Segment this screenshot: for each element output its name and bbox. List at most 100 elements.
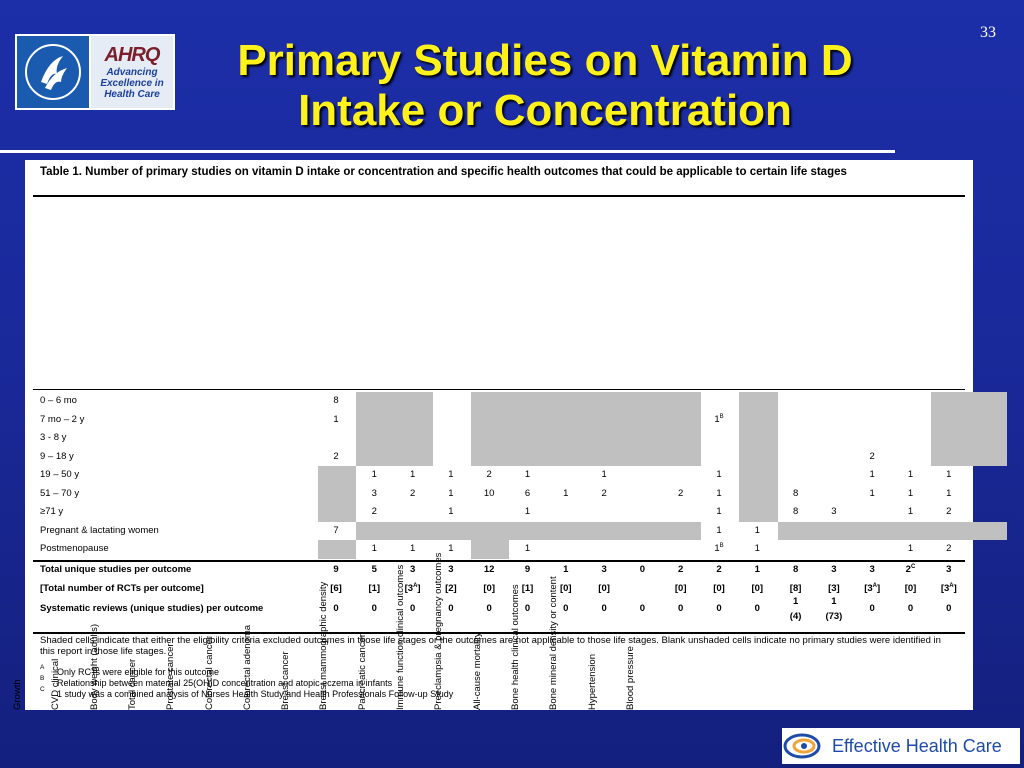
shaded-cell-block [356,392,433,466]
row-label: Pregnant & lactating women [40,524,159,536]
table-cell: 1 [754,543,760,554]
table-cell: 2 [333,450,339,462]
table-cell: 1 [409,469,416,480]
table-cell: 8 [333,395,339,406]
table-cell: 1 [563,487,569,499]
summary-cell: 1 [792,596,799,607]
table-cell: 1 [448,469,454,480]
summary-cell: 0 [907,603,914,614]
summary-cell: 0 [409,603,416,614]
table-cell: 8 [792,506,799,517]
table-cell: 3 [831,506,837,517]
footnote-mark: A [40,664,45,671]
summary-subcell: (4) [789,611,802,622]
summary-cell: [3] [828,583,840,594]
summary-cell: 0 [869,603,875,614]
summary-cell: 0 [946,603,952,614]
summary-cell: 9 [524,564,531,575]
footnote-mark: A [949,583,954,589]
table-cell: 1 [524,469,531,480]
table-cell: 1 [716,487,722,499]
summary-cell: 3 [869,564,875,575]
row-label: 3 - 8 y [40,432,67,443]
study-table: Table 1. Number of primary studies on vi… [12,160,1008,710]
footnote-text: Only RCTs were eligible for this outcome [57,667,220,677]
summary-cell: 1 [831,596,837,607]
row-label: Postmenopause [40,543,109,554]
shaded-cell-block [318,466,357,522]
table-cell: 1 [601,469,607,480]
summary-cell: 12 [483,564,495,575]
table-cell: 6 [524,487,531,499]
summary-cell: [0] [674,583,687,594]
table-cell: 2 [409,487,416,499]
table-cell: 1 [716,469,722,480]
summary-cell: 0 [716,603,722,614]
table-cell: 1 [869,487,875,499]
body-bottom-rule [33,560,965,562]
table-cell: 1 [869,469,875,480]
table-cell: 2 [869,450,875,462]
summary-cell: 5 [371,564,377,575]
summary-cell: 0 [333,603,339,614]
ehc-swirl-icon [783,733,821,759]
summary-cell: [3A] [940,583,957,595]
summary-cell: 0 [371,603,377,614]
table-cell: 8 [792,487,799,499]
summary-cell: [0] [483,583,495,594]
slide-title: Primary Studies on Vitamin D Intake or C… [180,36,910,136]
table-cell: 1 [524,543,531,554]
summary-row-label: [Total number of RCTs per outcome] [40,583,204,594]
table-cell: 1 [946,469,952,480]
footnote-mark: A [872,583,877,589]
summary-cell: 3 [409,564,416,575]
table-cell: 3 [371,487,377,499]
summary-cell: 3 [946,564,952,575]
table-cell: 1 [907,506,914,517]
table-top-rule [33,195,965,197]
header-bottom-rule [33,389,965,390]
summary-cell: [0] [598,583,610,594]
footnote-text: Relationship between maternal 25(OH)D co… [57,678,393,688]
summary-cell: [2] [445,583,457,594]
ehc-logo-text: Effective Health Care [832,735,1002,756]
summary-cell: 0 [754,603,760,614]
table-cell: 1 [448,506,454,517]
footnote-mark: C [40,686,45,693]
table-cell: 1 [524,506,531,517]
table-cell: 1 [754,524,760,536]
summary-cell: [3A] [864,583,881,595]
summary-cell: 0 [639,564,646,575]
summary-row-label: Systematic reviews (unique studies) per … [40,603,264,614]
footnote-mark: A [413,583,418,589]
table-bottom-rule [33,632,965,634]
title-line-1: Primary Studies on Vitamin D [237,36,853,85]
summary-row-label: Total unique studies per outcome [40,564,192,575]
table-cell: 1 [716,524,722,536]
table-cell: 1 [907,487,914,499]
summary-cell: 3 [448,564,454,575]
table-cell: 1B [714,413,724,425]
summary-cell: 3 [601,564,607,575]
shaded-cell-block [318,540,357,559]
table-cell: 2 [946,543,952,554]
effective-health-care-logo: Effective Health Care [782,728,1020,764]
summary-cell: 8 [792,564,799,575]
summary-cell: 3 [831,564,837,575]
slide-number: 33 [980,24,996,41]
table-cell: 1 [333,413,339,425]
summary-cell: 0 [524,603,531,614]
table-cell: 2 [678,487,684,499]
table-cell: 10 [483,487,495,499]
table-cell: 2 [946,506,952,517]
summary-cell: [1] [368,583,381,594]
table-cell: 1 [448,543,454,554]
table-cell: 1 [371,543,377,554]
shaded-cell-block [471,392,701,466]
row-label: 7 mo – 2 y [40,413,85,425]
table-cell: 1B [714,543,724,555]
summary-cell: 0 [678,603,684,614]
table-cell: 2 [486,469,492,480]
shaded-cell-block [739,392,778,522]
row-label: ≥71 y [40,506,64,517]
